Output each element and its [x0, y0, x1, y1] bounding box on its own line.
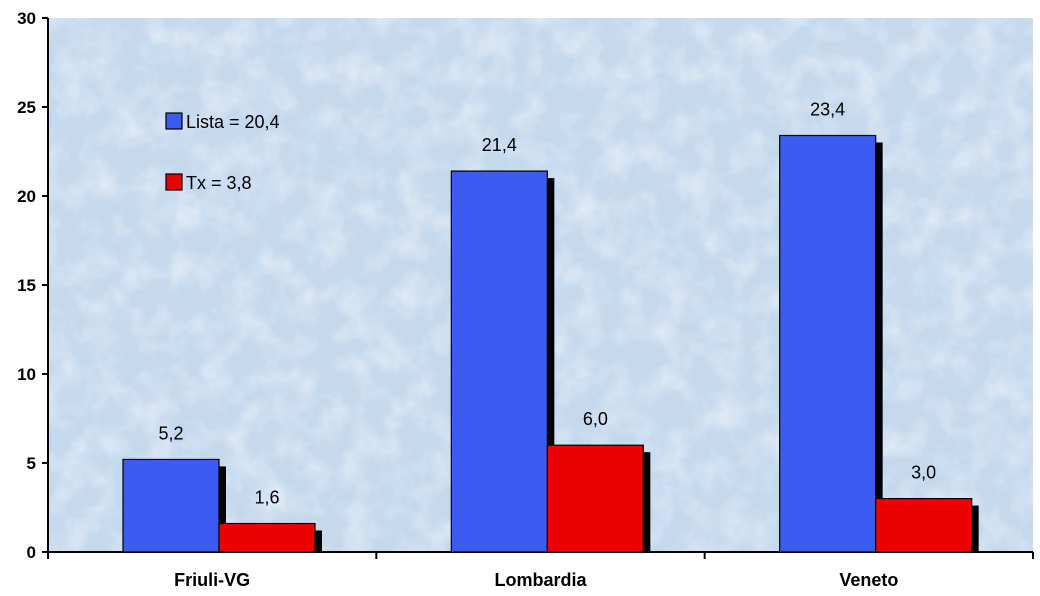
- legend-swatch: [165, 173, 183, 191]
- legend-label: Tx = 3,8: [186, 173, 252, 193]
- y-tick-label: 5: [27, 454, 36, 473]
- legend-swatch: [165, 112, 183, 130]
- legend-label: Lista = 20,4: [186, 112, 280, 132]
- data-label: 5,2: [158, 423, 183, 443]
- x-tick-label: Friuli-VG: [174, 570, 250, 590]
- data-label: 1,6: [254, 488, 279, 508]
- data-label: 21,4: [482, 135, 517, 155]
- bar: [450, 170, 548, 553]
- axes: 0 5 10 15 20 25 30 Friuli-VG Lombardia Veneto: [17, 9, 1034, 590]
- y-tick-label: 15: [17, 276, 36, 295]
- legend: Lista = 20,4 Tx = 3,8: [165, 112, 280, 193]
- y-tick-label: 10: [17, 365, 36, 384]
- data-label: 6,0: [583, 409, 608, 429]
- bar: [779, 134, 877, 553]
- y-tick-label: 30: [17, 9, 36, 28]
- data-label: 3,0: [911, 463, 936, 483]
- bars: [122, 134, 979, 553]
- y-tick-label: 20: [17, 187, 36, 206]
- bar: [218, 522, 316, 553]
- bar: [122, 458, 220, 553]
- x-tick-label: Lombardia: [494, 570, 587, 590]
- bar: [875, 498, 973, 553]
- data-label: 23,4: [810, 99, 845, 119]
- y-tick-label: 0: [27, 543, 36, 562]
- bar: [546, 444, 644, 553]
- x-tick-label: Veneto: [839, 570, 898, 590]
- y-tick-label: 25: [17, 98, 36, 117]
- data-labels: 5,2 1,6 21,4 6,0 23,4 3,0: [158, 99, 936, 507]
